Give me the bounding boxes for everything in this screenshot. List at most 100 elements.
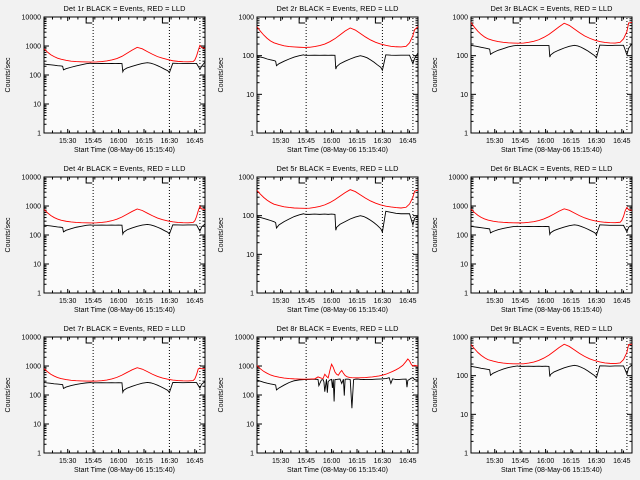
bracket-marker [588,178,596,184]
y-axis-label: Counts/sec [5,377,12,412]
chart-panel-4: Det 4r BLACK = Events, RED = LLD 1 10 100 10… [0,160,213,320]
y-tick-label: 1000 [239,15,255,22]
panel-title: Det 3r BLACK = Events, RED = LLD [490,4,612,13]
x-axis-caption: Start Time (08-May-06 15:15:40) [287,147,388,154]
x-tick-label: 16:15 [562,138,580,145]
y-tick-label: 1 [464,290,468,297]
y-tick-label: 10 [33,421,41,428]
y-tick-label: 10 [247,92,255,99]
y-tick-label: 1 [464,130,468,137]
panel-title: Det 4r BLACK = Events, RED = LLD [63,164,185,173]
bracket-marker [512,18,519,24]
x-tick-label: 15:30 [59,138,77,145]
y-tick-label: 10000 [448,175,468,182]
x-tick-label: 16:15 [135,138,153,145]
x-tick-label: 15:45 [511,298,529,305]
y-tick-label: 100 [243,393,255,400]
bracket-marker [161,18,169,24]
x-tick-label: 16:30 [161,138,179,145]
y-tick-label: 1 [464,450,468,457]
y-tick-label: 10000 [22,335,42,342]
y-tick-label: 100 [243,53,255,60]
bracket-marker [512,178,519,184]
chart-panel-1: Det 1r BLACK = Events, RED = LLD 1 10 100 10… [0,0,213,160]
bracket-marker [161,178,169,184]
bracket-marker [161,338,169,344]
y-axis-label: Counts/sec [432,217,439,252]
x-tick-label: 16:15 [135,298,153,305]
bracket-marker [298,178,306,184]
x-tick-label: 16:45 [613,298,631,305]
y-tick-label: 1000 [452,335,468,342]
y-tick-label: 100 [29,73,41,80]
chart-panel-6: Det 6r BLACK = Events, RED = LLD 1 10 100 10… [427,160,640,320]
x-tick-label: 16:00 [536,138,554,145]
series-lld [470,206,632,224]
x-tick-label: 16:45 [186,458,204,465]
x-tick-label: 16:15 [349,458,367,465]
panel-title: Det 6r BLACK = Events, RED = LLD [490,164,612,173]
y-tick-label: 1 [37,450,41,457]
panel-title: Det 8r BLACK = Events, RED = LLD [277,324,399,333]
panel-title: Det 1r BLACK = Events, RED = LLD [63,4,185,13]
x-tick-label: 16:45 [186,298,204,305]
x-tick-label: 16:45 [613,138,631,145]
y-tick-label: 100 [456,233,468,240]
y-axis-label: Counts/sec [218,377,225,412]
x-tick-label: 16:15 [562,458,580,465]
x-tick-label: 15:45 [298,138,316,145]
bracket-marker [85,18,93,24]
y-tick-label: 10000 [22,15,42,22]
x-axis-caption: Start Time (08-May-06 15:15:40) [74,147,175,154]
series-events [257,377,419,409]
x-tick-label: 16:30 [374,298,392,305]
y-tick-label: 10 [33,261,41,268]
bracket-marker [588,338,596,344]
y-tick-label: 10 [247,421,255,428]
y-tick-label: 1 [250,130,254,137]
chart-panel-5: Det 5r BLACK = Events, RED = LLD 1 10 100 10… [213,160,426,320]
panel-title: Det 7r BLACK = Events, RED = LLD [63,324,185,333]
x-tick-label: 16:15 [349,298,367,305]
x-tick-label: 15:30 [59,458,77,465]
x-tick-label: 15:45 [84,298,102,305]
x-tick-label: 15:30 [272,298,290,305]
plot-frame [256,336,419,454]
x-tick-label: 15:30 [486,458,504,465]
y-axis-label: Counts/sec [218,57,225,92]
x-tick-label: 16:00 [323,138,341,145]
chart-panel-7: Det 7r BLACK = Events, RED = LLD 1 10 100 10… [0,320,213,480]
x-tick-label: 16:45 [186,138,204,145]
bracket-marker [375,18,382,24]
x-tick-label: 16:15 [562,298,580,305]
series-events [43,61,206,74]
y-tick-label: 1000 [25,204,41,211]
y-tick-label: 1000 [452,15,468,22]
y-tick-label: 1 [37,130,41,137]
plot-frame [470,16,633,134]
chart-panel-8: Det 8r BLACK = Events, RED = LLD 1 10 100 10… [213,320,426,480]
y-tick-label: 100 [29,393,41,400]
x-tick-label: 15:45 [84,138,102,145]
x-tick-label: 15:30 [272,138,290,145]
y-axis-label: Counts/sec [5,217,12,252]
y-tick-label: 10 [460,261,468,268]
bracket-marker [375,338,382,344]
x-tick-label: 16:45 [613,458,631,465]
x-tick-label: 15:45 [511,458,529,465]
series-lld [470,21,632,44]
y-tick-label: 10 [460,92,468,99]
series-events [470,224,632,236]
panel-title: Det 9r BLACK = Events, RED = LLD [490,324,612,333]
series-lld [43,205,206,224]
x-tick-label: 16:15 [349,138,367,145]
y-tick-label: 100 [29,233,41,240]
plot-frame [470,336,633,454]
x-tick-label: 16:30 [161,298,179,305]
y-tick-label: 1 [37,290,41,297]
y-tick-label: 1000 [25,44,41,51]
y-tick-label: 10 [460,412,468,419]
chart-panel-2: Det 2r BLACK = Events, RED = LLD 1 10 100 10… [213,0,426,160]
x-tick-label: 16:00 [110,138,128,145]
y-tick-label: 1000 [239,364,255,371]
